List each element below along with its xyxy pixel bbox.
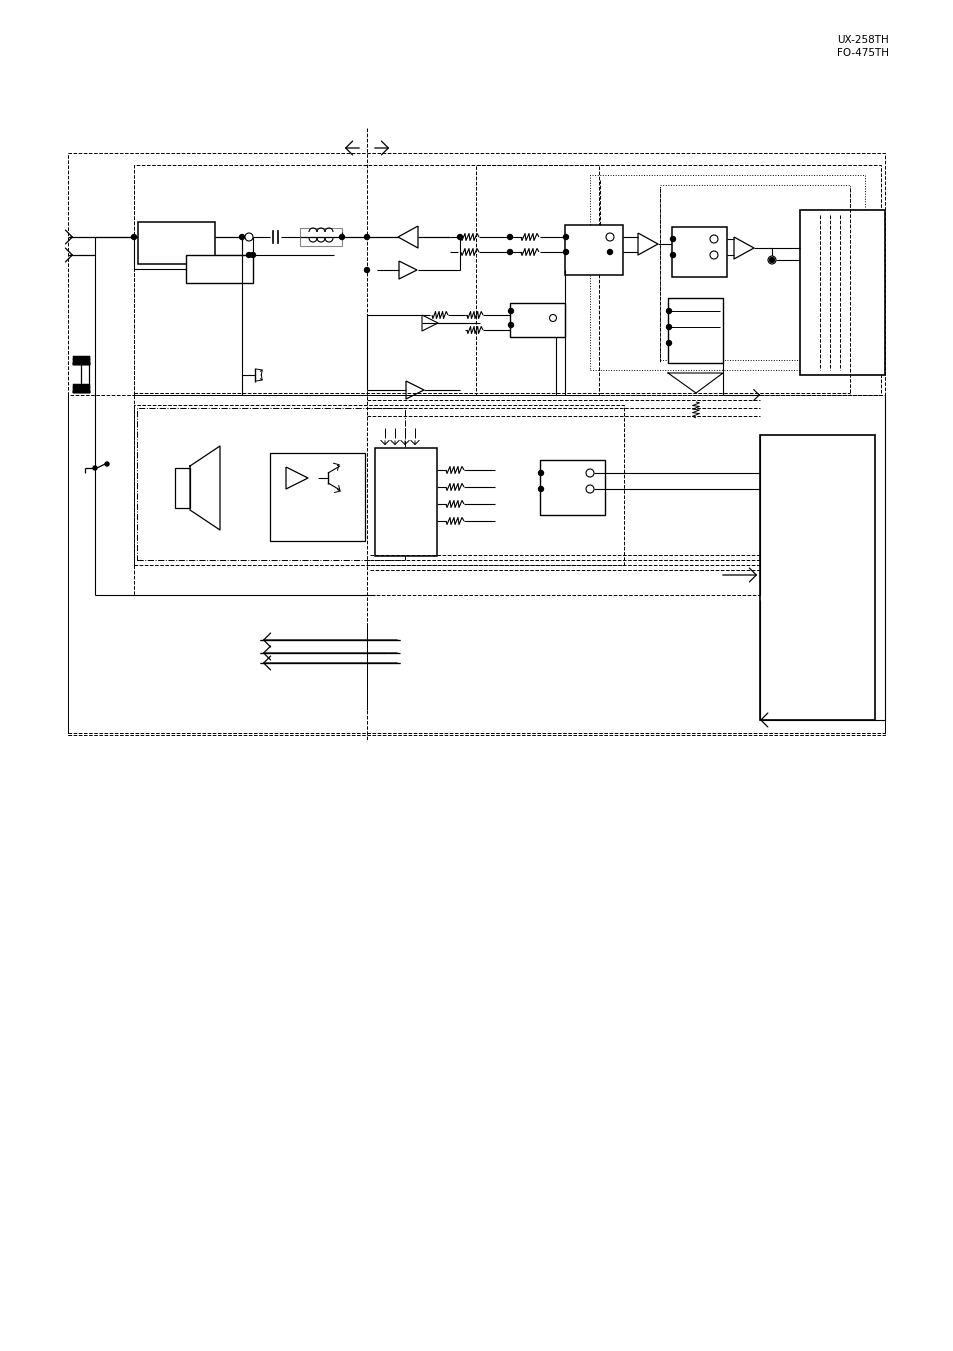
Circle shape bbox=[239, 235, 244, 239]
Bar bbox=[510, 303, 564, 336]
Circle shape bbox=[585, 485, 594, 493]
Bar bbox=[667, 299, 722, 363]
Bar bbox=[760, 435, 874, 720]
Bar bbox=[133, 165, 598, 394]
Circle shape bbox=[769, 258, 774, 262]
Circle shape bbox=[666, 324, 671, 330]
Circle shape bbox=[507, 235, 512, 239]
Circle shape bbox=[507, 250, 512, 254]
Circle shape bbox=[709, 251, 718, 259]
Circle shape bbox=[364, 267, 369, 273]
Circle shape bbox=[364, 235, 369, 239]
Circle shape bbox=[666, 340, 671, 346]
Circle shape bbox=[709, 235, 718, 243]
Circle shape bbox=[537, 486, 543, 492]
Circle shape bbox=[339, 235, 344, 239]
Circle shape bbox=[246, 253, 252, 258]
Bar bbox=[68, 153, 884, 734]
Circle shape bbox=[666, 308, 671, 313]
Bar bbox=[800, 209, 884, 376]
Circle shape bbox=[508, 308, 513, 313]
Circle shape bbox=[92, 466, 97, 470]
Bar bbox=[564, 226, 622, 276]
Circle shape bbox=[767, 255, 775, 263]
Circle shape bbox=[607, 250, 612, 254]
Bar bbox=[375, 449, 436, 557]
Bar bbox=[270, 453, 365, 540]
Circle shape bbox=[132, 235, 136, 239]
Bar bbox=[539, 459, 604, 515]
Circle shape bbox=[251, 253, 255, 258]
Circle shape bbox=[585, 469, 594, 477]
Circle shape bbox=[563, 250, 568, 254]
Text: UX-258TH
FO-475TH: UX-258TH FO-475TH bbox=[836, 35, 888, 58]
Circle shape bbox=[245, 232, 253, 240]
Circle shape bbox=[457, 235, 462, 239]
Bar bbox=[133, 405, 623, 565]
Bar bbox=[174, 467, 190, 508]
Circle shape bbox=[537, 470, 543, 476]
Circle shape bbox=[563, 235, 568, 239]
Bar bbox=[299, 228, 341, 246]
Bar bbox=[186, 255, 253, 282]
Bar bbox=[589, 176, 864, 370]
Circle shape bbox=[549, 315, 556, 322]
Circle shape bbox=[605, 232, 614, 240]
Bar bbox=[659, 185, 849, 359]
Circle shape bbox=[670, 253, 675, 258]
Bar bbox=[137, 408, 405, 561]
Circle shape bbox=[508, 323, 513, 327]
Circle shape bbox=[105, 462, 109, 466]
Bar bbox=[671, 227, 726, 277]
Bar bbox=[68, 394, 884, 735]
Polygon shape bbox=[667, 373, 722, 393]
Bar bbox=[476, 165, 880, 394]
Circle shape bbox=[670, 236, 675, 242]
Bar bbox=[138, 222, 214, 263]
